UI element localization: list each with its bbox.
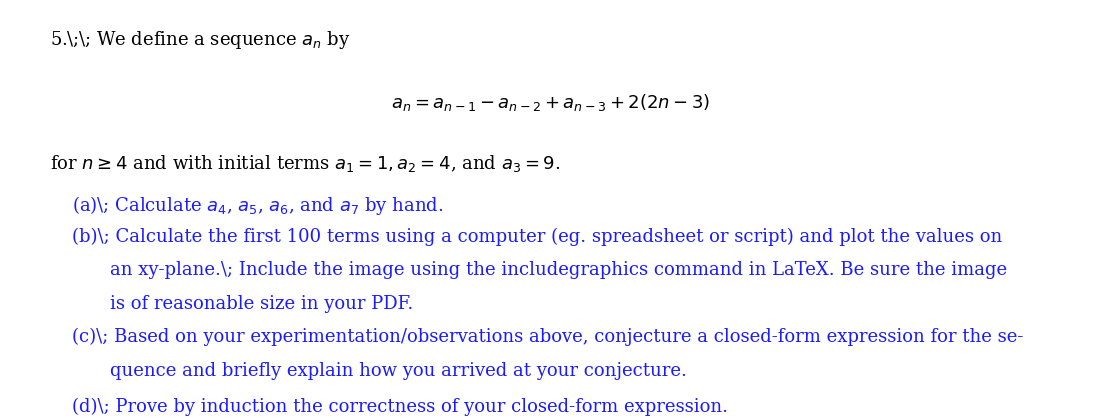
Text: an xy-plane.\; Include the image using the includegraphics command in LaTeX. Be : an xy-plane.\; Include the image using t…: [110, 261, 1007, 279]
Text: for $n \geq 4$ and with initial terms $a_1 = 1, a_2 = 4$, and $a_3 = 9$.: for $n \geq 4$ and with initial terms $a…: [50, 153, 559, 173]
Text: quence and briefly explain how you arrived at your conjecture.: quence and briefly explain how you arriv…: [110, 362, 687, 380]
Text: 5.\;\; We define a sequence $a_n$ by: 5.\;\; We define a sequence $a_n$ by: [50, 29, 350, 51]
Text: (d)\; Prove by induction the correctness of your closed-form expression.: (d)\; Prove by induction the correctness…: [72, 398, 728, 416]
Text: (c)\; Based on your experimentation/observations above, conjecture a closed-form: (c)\; Based on your experimentation/obse…: [72, 328, 1023, 347]
Text: $a_n = a_{n-1} - a_{n-2} + a_{n-3} + 2(2n-3)$: $a_n = a_{n-1} - a_{n-2} + a_{n-3} + 2(2…: [391, 92, 710, 113]
Text: is of reasonable size in your PDF.: is of reasonable size in your PDF.: [110, 295, 413, 313]
Text: (a)\; Calculate $a_4$, $a_5$, $a_6$, and $a_7$ by hand.: (a)\; Calculate $a_4$, $a_5$, $a_6$, and…: [72, 194, 443, 217]
Text: (b)\; Calculate the first 100 terms using a computer (eg. spreadsheet or script): (b)\; Calculate the first 100 terms usin…: [72, 228, 1002, 246]
